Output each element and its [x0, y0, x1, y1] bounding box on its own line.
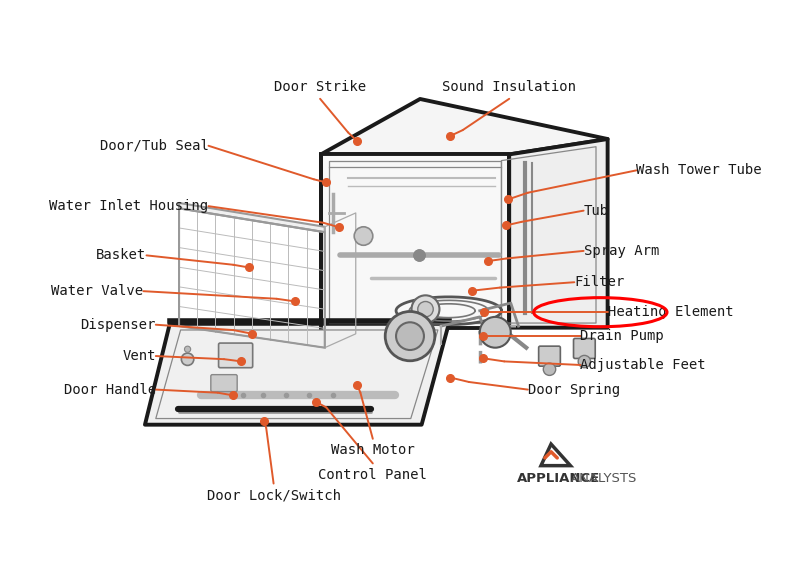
Text: Door Spring: Door Spring	[528, 383, 620, 397]
Text: Door Handle: Door Handle	[64, 383, 156, 397]
Text: ANALYSTS: ANALYSTS	[571, 472, 638, 485]
Text: Filter: Filter	[574, 275, 625, 289]
Text: Water Inlet Housing: Water Inlet Housing	[50, 199, 209, 213]
Text: Wash Motor: Wash Motor	[331, 443, 414, 457]
Text: Basket: Basket	[96, 249, 146, 263]
Text: Dispenser: Dispenser	[81, 318, 156, 332]
FancyBboxPatch shape	[211, 375, 237, 392]
Circle shape	[185, 346, 190, 352]
Text: Heating Element: Heating Element	[609, 305, 734, 319]
Text: Adjustable Feet: Adjustable Feet	[581, 358, 706, 372]
Text: Door Strike: Door Strike	[274, 80, 366, 94]
Circle shape	[396, 322, 424, 350]
Polygon shape	[179, 203, 325, 232]
Circle shape	[411, 295, 439, 323]
Circle shape	[418, 302, 434, 317]
FancyBboxPatch shape	[574, 339, 595, 358]
Circle shape	[480, 317, 510, 347]
Circle shape	[182, 353, 194, 365]
Text: Tub: Tub	[584, 204, 609, 218]
Polygon shape	[321, 155, 509, 328]
Text: Water Valve: Water Valve	[51, 284, 143, 298]
Polygon shape	[509, 139, 608, 328]
Circle shape	[354, 227, 373, 245]
Polygon shape	[145, 324, 449, 425]
Text: APPLIANCE: APPLIANCE	[517, 472, 600, 485]
Circle shape	[386, 311, 435, 361]
Circle shape	[578, 356, 590, 368]
FancyBboxPatch shape	[218, 343, 253, 368]
Circle shape	[543, 363, 556, 375]
Text: Wash Tower Tube: Wash Tower Tube	[636, 163, 762, 177]
FancyBboxPatch shape	[538, 346, 560, 366]
Text: Door/Tub Seal: Door/Tub Seal	[100, 139, 209, 153]
Text: Control Panel: Control Panel	[318, 468, 427, 482]
Text: Sound Insulation: Sound Insulation	[442, 80, 576, 94]
Text: Spray Arm: Spray Arm	[584, 244, 659, 258]
Text: Door Lock/Switch: Door Lock/Switch	[206, 488, 341, 502]
Text: Drain Pump: Drain Pump	[581, 329, 664, 343]
Text: Vent: Vent	[122, 349, 156, 363]
Polygon shape	[321, 99, 608, 155]
